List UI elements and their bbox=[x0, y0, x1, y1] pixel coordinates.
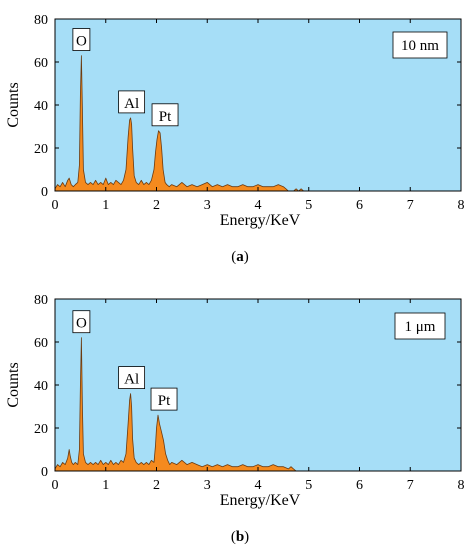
y-tick-label: 40 bbox=[34, 379, 48, 394]
sample-label-a: 10 nm bbox=[401, 38, 439, 54]
y-tick-label: 20 bbox=[34, 422, 48, 437]
x-tick-label: 3 bbox=[204, 478, 211, 493]
spectrum-series-b bbox=[54, 337, 299, 472]
peak-label-box bbox=[118, 90, 146, 114]
peak-label-o: O bbox=[72, 310, 91, 334]
sample-label-b: 1 μm bbox=[405, 319, 436, 335]
x-tick-label: 1 bbox=[102, 478, 109, 493]
y-tick-label: 40 bbox=[34, 99, 48, 114]
x-tick-label: 8 bbox=[458, 198, 465, 213]
peak-label-box bbox=[118, 366, 146, 390]
y-tick-label: 0 bbox=[41, 185, 48, 200]
x-tick-label: 0 bbox=[52, 478, 59, 493]
spectrum-series-a bbox=[54, 55, 305, 192]
x-tick-label: 0 bbox=[52, 198, 59, 213]
x-tick-label: 2 bbox=[153, 198, 160, 213]
peak-label-box bbox=[150, 387, 178, 411]
peak-label-text: Pt bbox=[159, 109, 172, 125]
peak-label-text: O bbox=[76, 316, 87, 332]
peak-label-pt: Pt bbox=[150, 387, 178, 411]
y-tick-label: 80 bbox=[34, 13, 48, 28]
x-tick-label: 8 bbox=[458, 478, 465, 493]
x-axis-title-a: Energy/KeV bbox=[220, 212, 301, 229]
x-tick-label: 3 bbox=[204, 198, 211, 213]
peak-label-box bbox=[72, 310, 91, 334]
y-tick-label: 80 bbox=[34, 293, 48, 308]
peak-label-text: O bbox=[76, 34, 87, 50]
x-axis-title-b: Energy/KeV bbox=[220, 492, 301, 509]
y-axis-title-b: Counts bbox=[5, 362, 22, 407]
y-tick-label: 60 bbox=[34, 56, 48, 71]
peak-label-o: O bbox=[72, 28, 91, 51]
peak-label-box bbox=[151, 103, 179, 127]
y-tick-label: 60 bbox=[34, 336, 48, 351]
peak-label-text: Al bbox=[124, 96, 139, 112]
x-tick-label: 1 bbox=[102, 198, 109, 213]
y-tick-label: 20 bbox=[34, 142, 48, 157]
x-tick-label: 7 bbox=[407, 478, 414, 493]
x-tick-label: 6 bbox=[356, 198, 363, 213]
sample-label-box-a: 10 nm bbox=[392, 31, 448, 59]
x-tick-label: 7 bbox=[407, 198, 414, 213]
x-tick-label: 5 bbox=[305, 198, 312, 213]
panel-caption-b: (b) bbox=[231, 529, 249, 545]
peak-label-al: Al bbox=[118, 366, 146, 390]
x-tick-label: 4 bbox=[255, 478, 262, 493]
peak-label-al: Al bbox=[118, 90, 146, 114]
peak-label-text: Pt bbox=[158, 393, 171, 409]
y-tick-label: 0 bbox=[41, 465, 48, 480]
peak-label-pt: Pt bbox=[151, 103, 179, 127]
x-tick-label: 2 bbox=[153, 478, 160, 493]
y-axis-title-a: Counts bbox=[5, 82, 22, 127]
peak-label-box bbox=[72, 28, 91, 51]
panel-caption-a: (a) bbox=[231, 249, 249, 265]
sample-label-box-b: 1 μm bbox=[394, 312, 446, 340]
peak-label-text: Al bbox=[124, 372, 139, 388]
x-tick-label: 5 bbox=[305, 478, 312, 493]
x-tick-label: 4 bbox=[255, 198, 262, 213]
x-tick-label: 6 bbox=[356, 478, 363, 493]
